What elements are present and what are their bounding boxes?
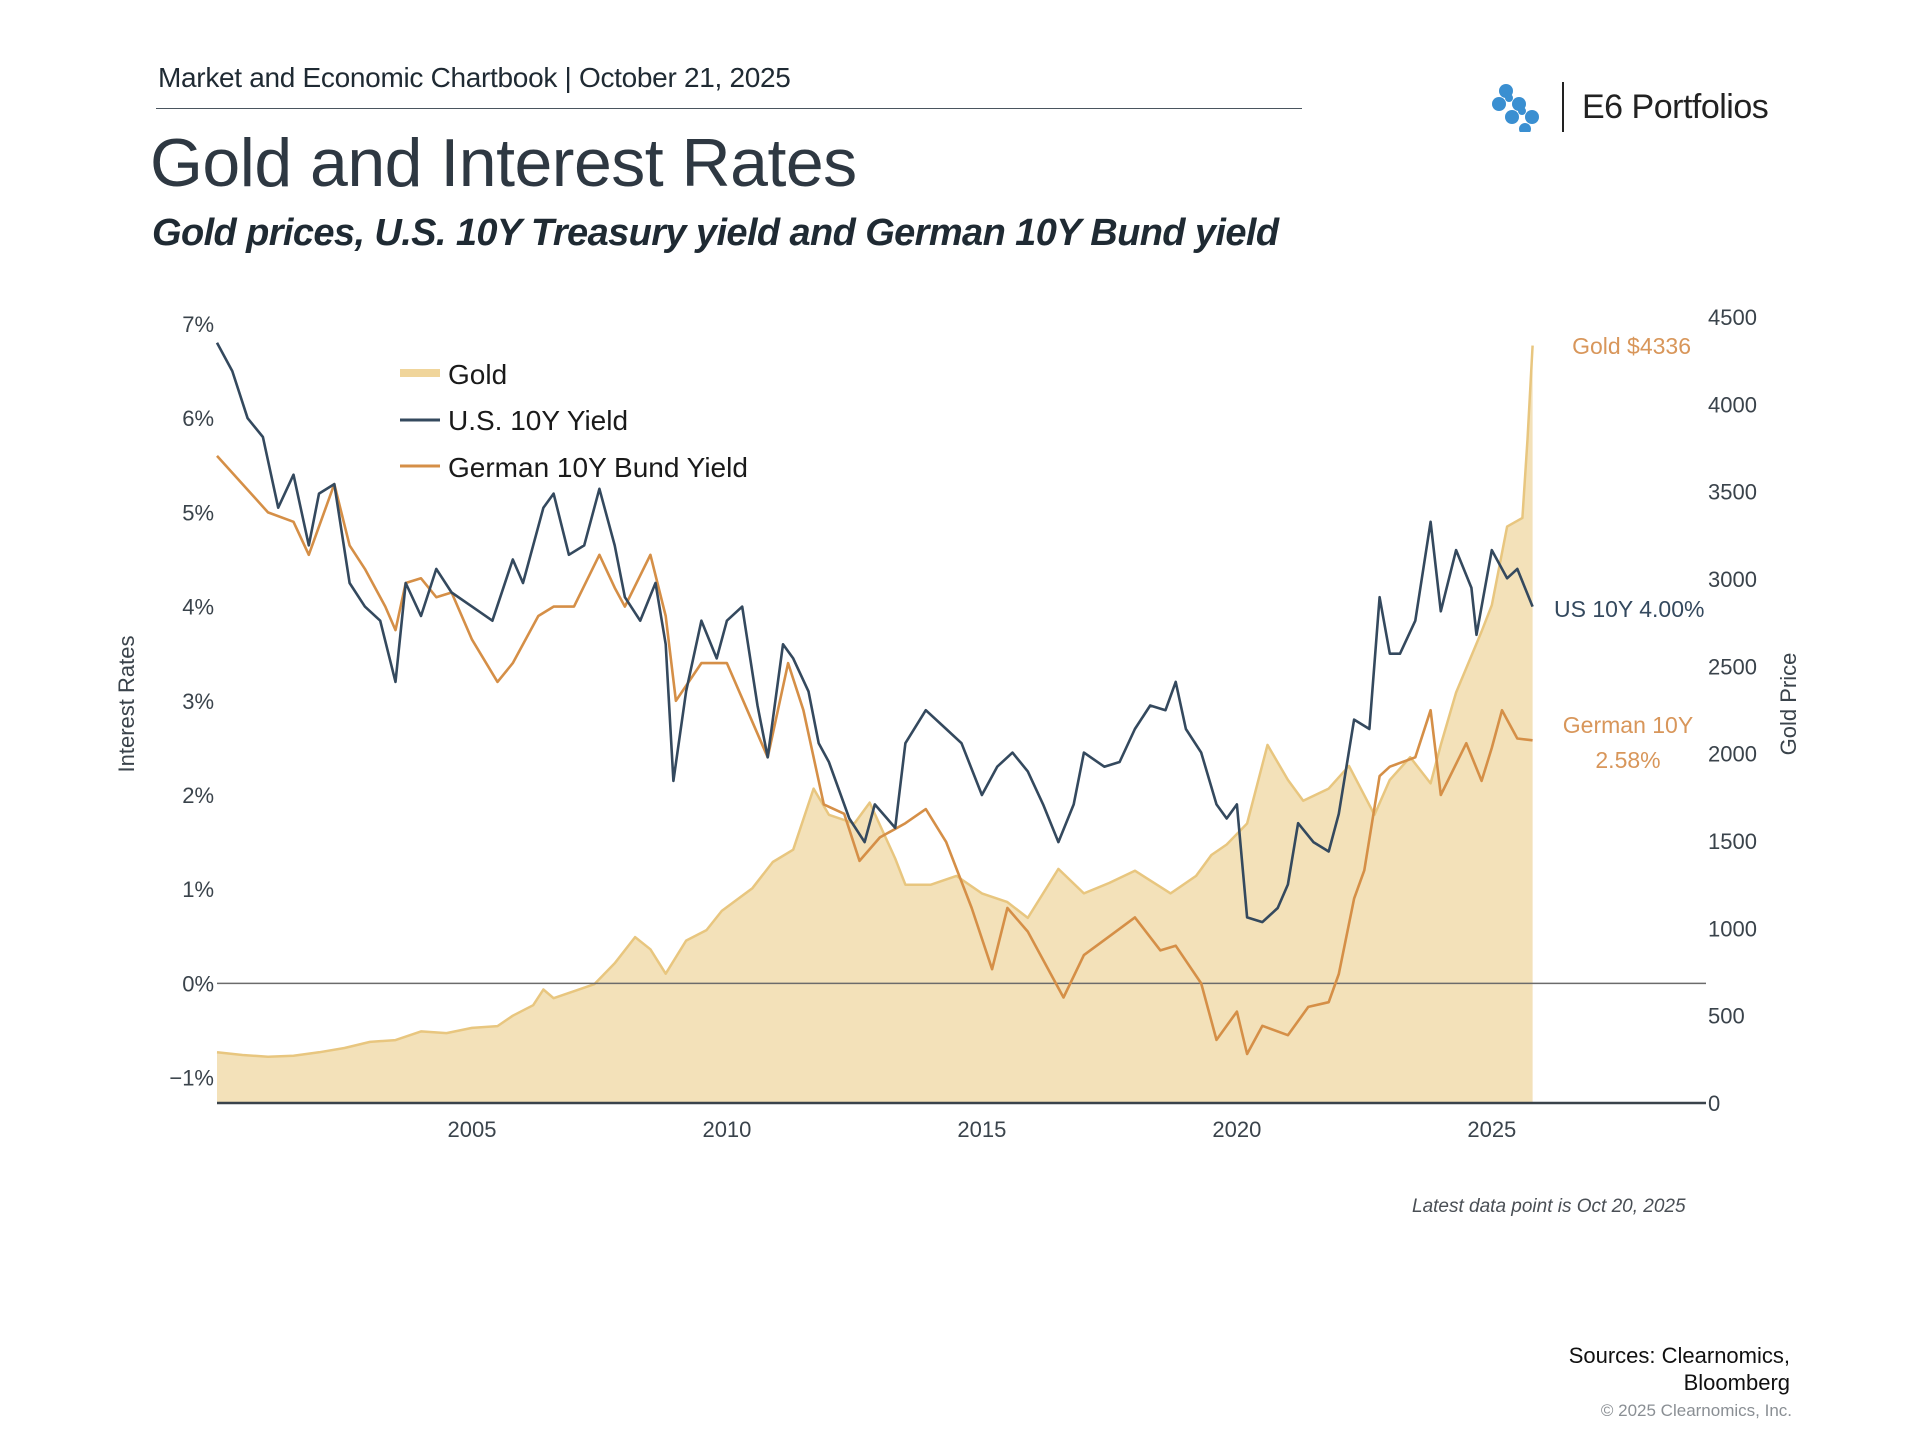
left-tick-label: 5% (182, 500, 214, 525)
annotation-us10y-latest: US 10Y 4.00% (1554, 596, 1704, 622)
right-tick-label: 4500 (1708, 305, 1757, 330)
right-tick-label: 0 (1708, 1091, 1720, 1116)
annotation-german10y-value: 2.58% (1595, 747, 1660, 773)
yield-lines-layer (215, 342, 1534, 1056)
left-axis-title: Interest Rates (114, 636, 139, 773)
left-tick-label: 2% (182, 783, 214, 808)
logo-mark-icon (1492, 84, 1539, 132)
legend-swatch-gold (400, 369, 440, 377)
sources-line-2: Bloomberg (1683, 1370, 1790, 1395)
left-tick-label: 6% (182, 406, 214, 431)
latest-data-note: Latest data point is Oct 20, 2025 (1412, 1196, 1686, 1217)
left-tick-label: 4% (182, 595, 214, 620)
annotation-german10y-label: German 10Y (1563, 712, 1693, 738)
legend-label-german10y: German 10Y Bund Yield (448, 452, 748, 483)
x-tick-label: 2025 (1467, 1117, 1516, 1142)
right-tick-label: 2500 (1708, 654, 1757, 679)
right-tick-label: 500 (1708, 1004, 1745, 1029)
logo-text: E6 Portfolios (1582, 87, 1769, 126)
sources-line-1: Sources: Clearnomics, (1568, 1343, 1790, 1368)
chartbook-header: Market and Economic Chartbook | October … (158, 62, 791, 93)
logo-separator (1562, 82, 1564, 132)
gold-area-fill (217, 345, 1533, 1104)
e6-portfolios-logo: E6 Portfolios (1490, 82, 1769, 132)
x-tick-label: 2010 (702, 1117, 751, 1142)
legend-label-gold: Gold (448, 359, 507, 390)
legend-label-us10y: U.S. 10Y Yield (448, 405, 628, 436)
left-tick-label: −1% (169, 1066, 214, 1091)
x-axis-ticks: 2005 2010 2015 2020 2025 (447, 1117, 1516, 1142)
legend: Gold U.S. 10Y Yield German 10Y Bund Yiel… (400, 359, 748, 483)
right-tick-label: 1500 (1708, 829, 1757, 854)
page-subtitle: Gold prices, U.S. 10Y Treasury yield and… (152, 212, 1279, 254)
x-tick-label: 2005 (447, 1117, 496, 1142)
right-tick-label: 1000 (1708, 916, 1757, 941)
copyright: © 2025 Clearnomics, Inc. (1600, 1401, 1792, 1420)
left-tick-label: 0% (182, 971, 214, 996)
left-tick-label: 7% (182, 312, 214, 337)
legend-item-german10y: German 10Y Bund Yield (400, 452, 748, 483)
x-tick-label: 2015 (957, 1117, 1006, 1142)
x-tick-label: 2020 (1212, 1117, 1261, 1142)
page-title: Gold and Interest Rates (150, 125, 857, 201)
header-divider (156, 108, 1302, 109)
left-tick-label: 3% (182, 689, 214, 714)
sources: Sources: Clearnomics, Bloomberg (1569, 1342, 1790, 1396)
right-tick-label: 3000 (1708, 567, 1757, 592)
right-tick-label: 4000 (1708, 392, 1757, 417)
right-axis-ticks: 4500 4000 3500 3000 2500 2000 1500 1000 500 0 (1708, 305, 1757, 1116)
gold-line (216, 345, 1534, 1058)
left-tick-label: 1% (182, 877, 214, 902)
german10y-line (216, 455, 1533, 1056)
legend-item-gold: Gold (400, 359, 507, 390)
right-tick-label: 2000 (1708, 742, 1757, 767)
right-axis-title: Gold Price (1776, 653, 1801, 756)
annotation-gold-latest: Gold $4336 (1572, 333, 1691, 359)
legend-item-us10y: U.S. 10Y Yield (400, 405, 628, 436)
us10y-line (215, 342, 1534, 924)
left-axis-ticks: 7% 6% 5% 4% 3% 2% 1% 0% −1% (169, 312, 214, 1091)
gold-area-layer (216, 345, 1534, 1104)
right-tick-label: 3500 (1708, 480, 1757, 505)
